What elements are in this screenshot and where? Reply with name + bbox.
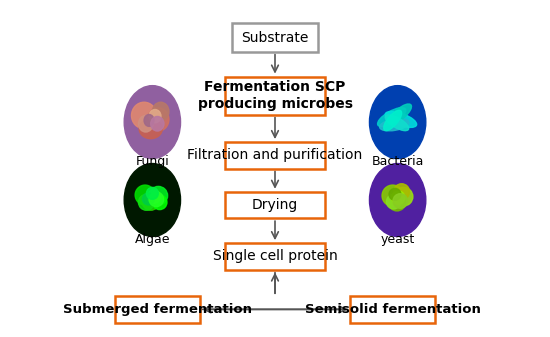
Ellipse shape bbox=[139, 119, 162, 139]
Ellipse shape bbox=[131, 102, 157, 129]
Ellipse shape bbox=[151, 117, 164, 131]
Ellipse shape bbox=[142, 193, 155, 205]
Ellipse shape bbox=[142, 193, 160, 210]
Text: Drying: Drying bbox=[252, 198, 298, 212]
Ellipse shape bbox=[385, 115, 409, 131]
Ellipse shape bbox=[124, 86, 180, 158]
Ellipse shape bbox=[384, 110, 402, 131]
Text: yeast: yeast bbox=[381, 233, 415, 246]
Text: Bacteria: Bacteria bbox=[371, 155, 424, 168]
Text: Fermentation SCP
producing microbes: Fermentation SCP producing microbes bbox=[197, 81, 353, 111]
Ellipse shape bbox=[389, 188, 401, 200]
Text: Filtration and purification: Filtration and purification bbox=[188, 148, 362, 162]
Text: Single cell protein: Single cell protein bbox=[213, 249, 337, 263]
Text: Algae: Algae bbox=[135, 233, 170, 246]
Text: Semisolid fermentation: Semisolid fermentation bbox=[305, 303, 481, 316]
Ellipse shape bbox=[385, 112, 417, 127]
Text: Submerged fermentation: Submerged fermentation bbox=[63, 303, 252, 316]
Ellipse shape bbox=[148, 108, 169, 131]
Ellipse shape bbox=[393, 194, 408, 208]
Ellipse shape bbox=[370, 163, 426, 237]
Ellipse shape bbox=[139, 194, 155, 210]
Ellipse shape bbox=[146, 187, 158, 199]
FancyBboxPatch shape bbox=[115, 296, 200, 323]
Ellipse shape bbox=[370, 86, 426, 158]
FancyBboxPatch shape bbox=[226, 142, 324, 168]
Ellipse shape bbox=[394, 187, 413, 206]
Ellipse shape bbox=[149, 110, 161, 123]
FancyBboxPatch shape bbox=[226, 76, 324, 115]
Ellipse shape bbox=[382, 185, 403, 206]
Ellipse shape bbox=[386, 194, 401, 209]
Ellipse shape bbox=[377, 108, 406, 127]
Ellipse shape bbox=[124, 163, 180, 237]
Ellipse shape bbox=[144, 115, 154, 126]
Text: Substrate: Substrate bbox=[241, 31, 309, 44]
Ellipse shape bbox=[135, 185, 155, 205]
FancyBboxPatch shape bbox=[226, 192, 324, 218]
Ellipse shape bbox=[152, 102, 169, 121]
Ellipse shape bbox=[149, 186, 168, 205]
Ellipse shape bbox=[394, 184, 410, 200]
FancyBboxPatch shape bbox=[232, 24, 318, 52]
Ellipse shape bbox=[392, 191, 405, 204]
Ellipse shape bbox=[147, 190, 161, 203]
Ellipse shape bbox=[149, 192, 164, 207]
Ellipse shape bbox=[379, 119, 409, 131]
Text: Fungi: Fungi bbox=[135, 155, 169, 168]
Ellipse shape bbox=[388, 194, 405, 211]
Ellipse shape bbox=[152, 195, 167, 210]
FancyBboxPatch shape bbox=[226, 243, 324, 270]
FancyBboxPatch shape bbox=[350, 296, 435, 323]
Ellipse shape bbox=[139, 116, 153, 132]
Ellipse shape bbox=[389, 104, 411, 124]
